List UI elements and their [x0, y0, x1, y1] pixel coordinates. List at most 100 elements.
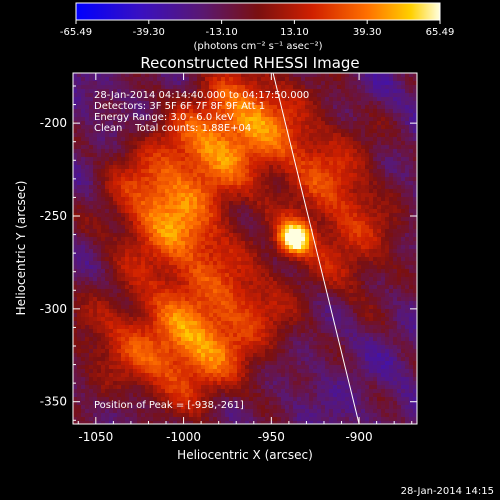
heatmap-cell	[333, 189, 337, 193]
heatmap-cell	[177, 177, 181, 181]
heatmap-cell	[397, 197, 401, 201]
heatmap-cell	[209, 197, 213, 201]
heatmap-cell	[269, 269, 273, 273]
heatmap-cell	[109, 209, 113, 213]
heatmap-cell	[97, 273, 101, 277]
heatmap-cell	[313, 269, 317, 273]
heatmap-cell	[229, 253, 233, 257]
heatmap-cell	[141, 281, 145, 285]
heatmap-cell	[253, 173, 257, 177]
heatmap-cell	[121, 237, 125, 241]
heatmap-cell	[133, 193, 137, 197]
heatmap-cell	[141, 185, 145, 189]
heatmap-cell	[321, 133, 325, 137]
heatmap-cell	[221, 261, 225, 265]
heatmap-cell	[385, 177, 389, 181]
heatmap-cell	[121, 169, 125, 173]
heatmap-cell	[189, 253, 193, 257]
heatmap-cell	[293, 113, 297, 117]
heatmap-cell	[317, 249, 321, 253]
heatmap-cell	[197, 241, 201, 245]
heatmap-cell	[253, 249, 257, 253]
heatmap-cell	[341, 273, 345, 277]
heatmap-cell	[89, 169, 93, 173]
heatmap-cell	[361, 93, 365, 97]
heatmap-cell	[129, 85, 133, 89]
heatmap-cell	[273, 157, 277, 161]
heatmap-cell	[329, 241, 333, 245]
heatmap-cell	[157, 209, 161, 213]
heatmap-cell	[317, 209, 321, 213]
heatmap-cell	[137, 101, 141, 105]
heatmap-cell	[165, 73, 169, 77]
heatmap-cell	[113, 153, 117, 157]
heatmap-cell	[193, 237, 197, 241]
heatmap-cell	[213, 221, 217, 225]
heatmap-cell	[245, 301, 249, 305]
heatmap-cell	[113, 285, 117, 289]
heatmap-cell	[121, 205, 125, 209]
heatmap-cell	[257, 285, 261, 289]
heatmap-cell	[201, 297, 205, 301]
heatmap-cell	[153, 169, 157, 173]
heatmap-cell	[333, 201, 337, 205]
heatmap-cell	[173, 161, 177, 165]
heatmap-cell	[225, 193, 229, 197]
heatmap-cell	[385, 233, 389, 237]
heatmap-cell	[277, 81, 281, 85]
heatmap-cell	[101, 137, 105, 141]
heatmap-cell	[185, 245, 189, 249]
heatmap-cell	[161, 117, 165, 121]
heatmap-cell	[109, 297, 113, 301]
heatmap-cell	[145, 137, 149, 141]
heatmap-cell	[349, 101, 353, 105]
heatmap-cell	[249, 233, 253, 237]
heatmap-cell	[173, 277, 177, 281]
heatmap-cell	[349, 245, 353, 249]
heatmap-cell	[193, 249, 197, 253]
heatmap-cell	[125, 277, 129, 281]
heatmap-cell	[361, 249, 365, 253]
heatmap-cell	[309, 253, 313, 257]
heatmap-cell	[125, 97, 129, 101]
heatmap-cell	[297, 237, 301, 241]
heatmap-cell	[173, 261, 177, 265]
heatmap-cell	[329, 233, 333, 237]
heatmap-cell	[273, 249, 277, 253]
heatmap-cell	[177, 89, 181, 93]
heatmap-cell	[289, 281, 293, 285]
heatmap-cell	[133, 165, 137, 169]
heatmap-cell	[101, 177, 105, 181]
heatmap-cell	[205, 161, 209, 165]
heatmap-cell	[221, 241, 225, 245]
heatmap-cell	[277, 181, 281, 185]
heatmap-cell	[97, 205, 101, 209]
heatmap-cell	[97, 197, 101, 201]
heatmap-cell	[305, 285, 309, 289]
heatmap-cell	[89, 281, 93, 285]
heatmap-cell	[349, 189, 353, 193]
heatmap-cell	[249, 289, 253, 293]
heatmap-cell	[73, 277, 77, 281]
heatmap-cell	[305, 105, 309, 109]
heatmap-cell	[177, 277, 181, 281]
heatmap-cell	[181, 129, 185, 133]
heatmap-cell	[73, 285, 77, 289]
heatmap-cell	[245, 233, 249, 237]
heatmap-cell	[277, 265, 281, 269]
heatmap-cell	[185, 261, 189, 265]
heatmap-cell	[201, 205, 205, 209]
heatmap-cell	[129, 125, 133, 129]
heatmap-cell	[173, 249, 177, 253]
heatmap-cell	[145, 177, 149, 181]
heatmap-cell	[185, 137, 189, 141]
heatmap-cell	[181, 237, 185, 241]
heatmap-cell	[157, 81, 161, 85]
heatmap-cell	[241, 245, 245, 249]
heatmap-cell	[413, 145, 417, 149]
heatmap-cell	[341, 261, 345, 265]
heatmap-cell	[257, 265, 261, 269]
heatmap-cell	[309, 97, 313, 101]
heatmap-cell	[213, 145, 217, 149]
heatmap-cell	[165, 121, 169, 125]
